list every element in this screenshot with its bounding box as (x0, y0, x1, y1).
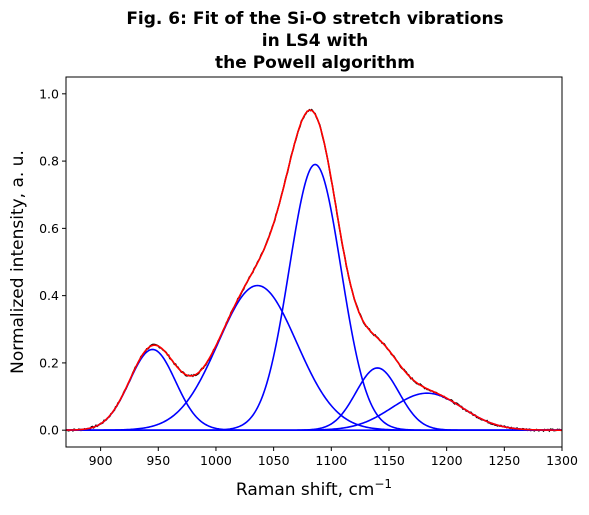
y-tick-label: 1.0 (39, 86, 59, 101)
fit-component-line-3 (66, 163, 562, 431)
plot-area (65, 108, 563, 433)
plot-frame (65, 76, 563, 448)
x-tick-label: 1250 (488, 453, 520, 468)
x-tick-label: 900 (89, 453, 113, 468)
total-fit-line (65, 109, 563, 431)
y-tick-label: 0.2 (39, 355, 59, 370)
x-axis-label: Raman shift, cm−1 (236, 477, 392, 500)
y-axis-label: Normalized intensity, a. u. (8, 150, 28, 374)
chart-title-line-3: the Powell algorithm (215, 53, 415, 73)
measured-spectrum-line (65, 108, 563, 433)
fit-component-line-1 (65, 348, 562, 431)
y-tick-label: 0.8 (39, 154, 59, 169)
y-tick-label: 0.4 (39, 288, 59, 303)
x-tick-label: 1300 (546, 453, 578, 468)
x-tick-label: 1200 (431, 453, 463, 468)
x-tick-label: 1000 (200, 453, 232, 468)
x-tick-label: 1150 (373, 453, 405, 468)
x-axis-label-text: Raman shift, cm (236, 480, 374, 500)
chart-title-line-2: in LS4 with (262, 31, 368, 51)
chart-title-line-1: Fig. 6: Fit of the Si-O stretch vibratio… (126, 9, 503, 29)
y-tick-label: 0.0 (39, 423, 59, 438)
x-axis: 900 950 1000 1050 1100 1150 1200 1250 1300 (89, 447, 578, 468)
x-tick-label: 1100 (315, 453, 347, 468)
y-axis: 0.0 0.2 0.4 0.6 0.8 1.0 (39, 86, 66, 438)
y-tick-label: 0.6 (39, 221, 59, 236)
x-axis-label-exponent: −1 (374, 477, 392, 491)
x-tick-label: 1050 (258, 453, 290, 468)
x-tick-label: 950 (146, 453, 170, 468)
fit-component-line-5 (66, 392, 563, 431)
